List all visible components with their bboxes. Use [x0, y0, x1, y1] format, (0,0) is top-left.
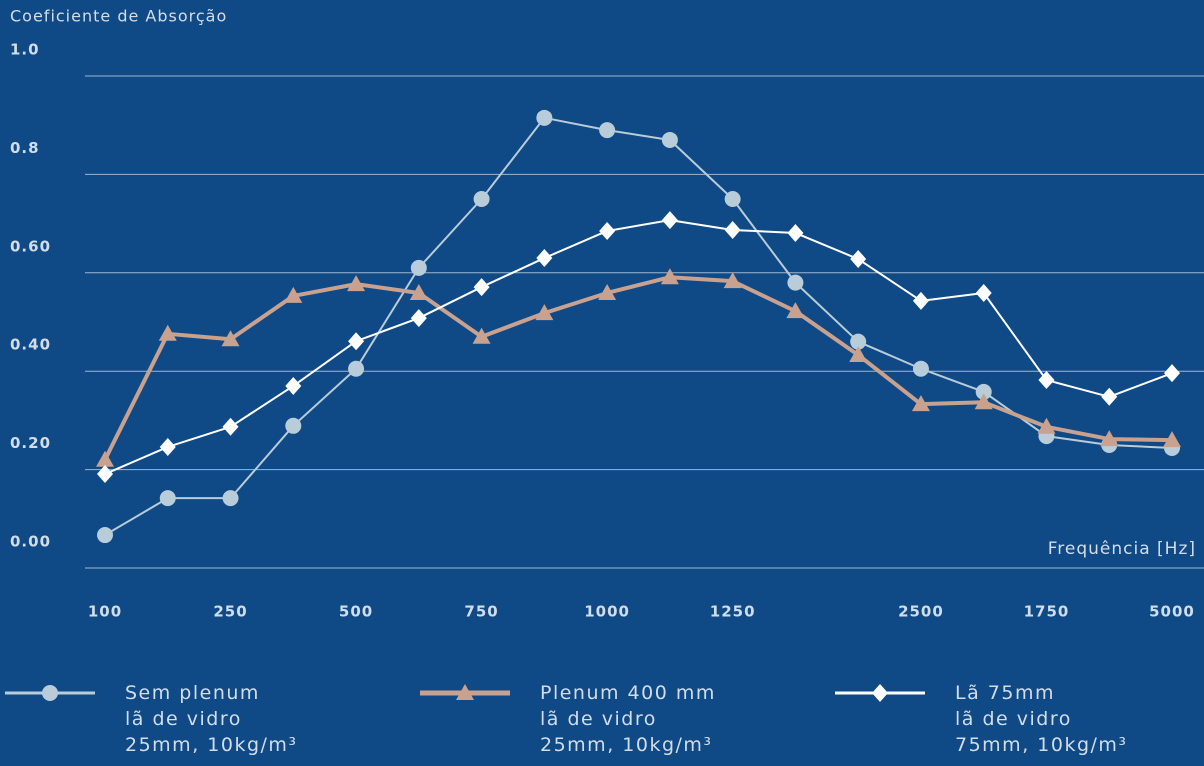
legend-label: Lã 75mm lã de vidro 75mm, 10kg/m³ [955, 682, 1128, 756]
y-tick-label: 0.60 [10, 237, 51, 255]
data-point [410, 259, 427, 276]
series-line [103, 275, 1173, 461]
series-line [104, 219, 1173, 475]
data-point [158, 324, 177, 341]
legend-label: Plenum 400 mm lã de vidro 25mm, 10kg/m³ [540, 682, 716, 756]
data-point [661, 131, 678, 148]
data-point [911, 395, 930, 412]
data-point [598, 283, 617, 300]
data-point [535, 304, 554, 321]
data-point [347, 275, 366, 292]
legend-marker [872, 684, 888, 702]
data-point [975, 383, 992, 400]
x-tick-label: 750 [464, 603, 498, 621]
x-tick-label: 250 [213, 603, 247, 621]
x-axis-label: Frequência [Hz] [1048, 539, 1196, 559]
data-point [159, 437, 176, 456]
data-point [850, 250, 867, 269]
data-point [850, 333, 867, 350]
y-tick-label: 0.20 [10, 434, 51, 452]
data-point [724, 220, 741, 239]
data-point [724, 191, 741, 207]
data-point [975, 283, 992, 302]
y-tick-label: 1.0 [10, 41, 40, 59]
data-point [1100, 430, 1119, 447]
data-point [536, 249, 553, 268]
data-point [1037, 417, 1056, 434]
data-point [409, 283, 428, 300]
y-tick-label: 0.40 [10, 336, 51, 354]
chart-title: Coeficiente de Absorção [10, 7, 227, 26]
data-point [536, 109, 553, 126]
data-point [410, 309, 427, 328]
data-point [222, 417, 239, 436]
data-point [473, 278, 490, 297]
x-tick-label: 500 [339, 603, 373, 621]
x-tick-label: 5000 [1149, 603, 1195, 621]
legend-marker [456, 684, 474, 700]
data-point [1163, 431, 1181, 448]
legend-marker [42, 685, 58, 701]
data-point [723, 272, 742, 289]
series-line [104, 116, 1173, 536]
data-point [284, 286, 303, 303]
data-point [786, 302, 805, 319]
data-point [97, 527, 113, 544]
data-point [912, 360, 929, 377]
y-tick-label: 0.8 [10, 139, 40, 157]
data-point [660, 268, 679, 285]
data-point [348, 360, 365, 377]
x-tick-label: 1750 [1024, 603, 1070, 621]
data-point [599, 221, 616, 240]
data-point [974, 393, 993, 410]
data-point [285, 376, 302, 395]
x-tick-label: 2500 [898, 603, 944, 621]
data-point [787, 274, 804, 291]
data-point [1038, 371, 1055, 390]
x-tick-label: 1000 [584, 603, 630, 621]
data-point [787, 223, 804, 242]
data-point [912, 291, 929, 310]
data-point [348, 332, 365, 351]
data-point [473, 191, 490, 207]
data-point [221, 330, 240, 347]
data-point [285, 417, 302, 434]
data-point [599, 122, 616, 139]
x-tick-label: 1250 [710, 603, 756, 621]
x-tick-label: 100 [88, 603, 122, 621]
data-point [472, 327, 491, 344]
data-point [849, 345, 868, 362]
data-point [159, 490, 176, 507]
data-point [222, 490, 239, 507]
legend-label: Sem plenum lã de vidro 25mm, 10kg/m³ [125, 682, 298, 756]
data-point [1101, 387, 1118, 406]
data-point [661, 211, 678, 230]
data-point [1164, 364, 1180, 383]
data-point [96, 450, 114, 467]
y-tick-label: 0.00 [10, 533, 51, 551]
data-point [97, 465, 113, 484]
